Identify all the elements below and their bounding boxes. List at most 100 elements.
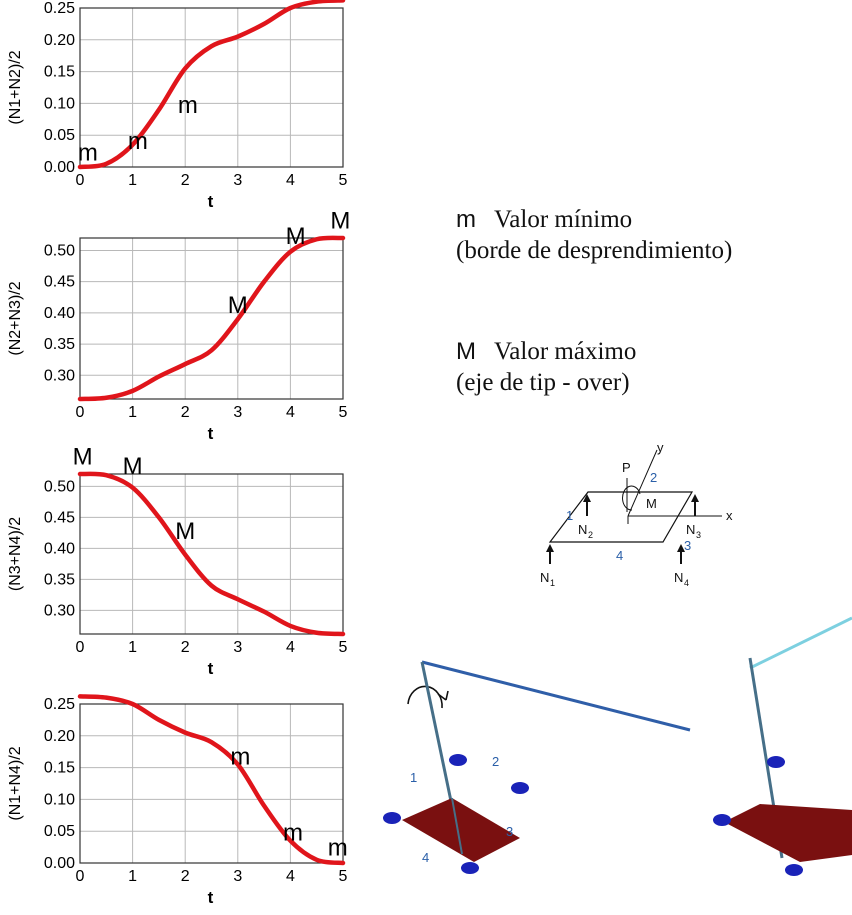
y-tick-label: 0.45 [44,274,75,291]
min-label: Valor mínimo [494,206,633,233]
y-axis-name: y [657,440,664,455]
edge-number: 3 [506,824,513,839]
marker-label: m [230,743,250,770]
y-tick-label: 0.00 [44,855,75,872]
plot-area [80,8,343,167]
x-tick-label: 0 [76,868,85,885]
plot-frame [79,703,344,864]
y-tick-label: 0.45 [44,509,75,526]
n2-arrow-head [583,494,591,502]
y-tick-label: 0.15 [44,760,75,777]
max-symbol: M [456,338,476,365]
y-tick-label: 0.40 [44,540,75,557]
x-tick-label: 1 [128,404,137,421]
y-axis-label: (N2+N3)/2 [7,281,24,355]
x-axis-name: x [726,508,733,523]
plot-area [80,238,343,399]
max-label: Valor máximo [494,338,637,365]
y-tick-label: 0.30 [44,367,75,384]
y-axis-label: (N1+N2)/2 [7,50,24,124]
x-tick-label: 5 [339,639,348,656]
y-tick-label: 0.25 [44,696,75,713]
x-tick-label: 5 [339,404,348,421]
x-tick-label: 3 [233,404,242,421]
marker-label: m [328,834,348,861]
edge-number: 1 [410,770,417,785]
x-tick-label: 1 [128,172,137,189]
y-tick-label: 0.30 [44,602,75,619]
y-tick-label: 0.35 [44,336,75,353]
edge-number: 1 [566,508,573,523]
y-tick-label: 0.10 [44,95,75,112]
force-p-label: P [622,460,631,475]
arm-beam-2 [749,616,852,670]
rotation-arrowhead-icon [437,690,449,701]
y-tick-label: 0.15 [44,64,75,81]
edge-number: 2 [650,470,657,485]
marker-label: m [178,92,198,119]
x-tick-label: 4 [286,868,295,885]
series-line [77,694,346,866]
x-tick-label: 2 [181,172,190,189]
y-tick-label: 0.05 [44,127,75,144]
edge-number: 3 [684,538,691,553]
robot-platform-2 [724,804,852,862]
min-description: (borde de desprendimiento) [456,237,733,264]
marker-label: m [283,820,303,847]
wheel [767,756,785,768]
robot-platform [402,798,520,862]
n2-label: N [578,522,587,537]
y-tick-label: 0.25 [44,0,75,17]
mast-shadow [451,797,463,855]
y-axis-line [627,449,658,517]
x-tick-label: 2 [181,639,190,656]
rotation-arc-icon [407,685,443,709]
n3-arrow-head [691,494,699,502]
x-tick-label: 0 [76,639,85,656]
marker-label: M [330,208,350,235]
series-line [77,0,346,170]
n3-subscript: 3 [696,530,701,540]
x-axis-label: t [208,888,214,907]
plot-frame [79,237,344,400]
n1-arrow-head [546,544,554,552]
x-tick-label: 3 [233,639,242,656]
x-axis-label: t [208,192,214,211]
marker-label: M [228,292,248,319]
wheel [461,862,479,874]
plot-area [80,704,343,863]
y-tick-label: 0.50 [44,478,75,495]
wheel [785,864,803,876]
y-tick-label: 0.10 [44,791,75,808]
edge-number: 4 [422,850,429,865]
min-symbol: m [456,206,476,233]
legend-min: m Valor mínimo (borde de desprendimiento) [456,204,732,266]
n4-subscript: 4 [684,578,689,588]
y-tick-label: 0.20 [44,32,75,49]
n2-subscript: 2 [588,530,593,540]
chart-panel-1: 0 1 2 3 4 5 0.00 0.05 0.10 0.15 0.20 0.25 m m m t (N1+N2… [7,0,348,211]
wheel [511,782,529,794]
series-line [77,471,346,637]
x-tick-label: 1 [128,639,137,656]
wheel [449,754,467,766]
x-tick-label: 0 [76,172,85,189]
x-tick-label: 2 [181,404,190,421]
chart-panel-4: 0 1 2 3 4 50.000.050.100.150.200.25mmmt(N1+N4… [7,694,348,907]
n3-label: N [686,522,695,537]
x-axis-label: t [208,424,214,443]
y-axis-label: (N1+N4)/2 [7,746,24,820]
x-tick-label: 5 [339,172,348,189]
x-tick-label: 0 [76,404,85,421]
plot-frame [79,7,344,168]
marker-label: M [123,453,143,480]
chart-panel-3: 0 1 2 3 4 5 0.30 0.35 0.40 0.45 0.50 M M Mt (N3+N4)/2 [7,444,348,678]
x-axis-label: t [208,659,214,678]
edge-number: 2 [492,754,499,769]
x-tick-label: 4 [286,639,295,656]
n4-label: N [674,570,683,585]
wheel [383,812,401,824]
y-tick-label: 0.05 [44,823,75,840]
